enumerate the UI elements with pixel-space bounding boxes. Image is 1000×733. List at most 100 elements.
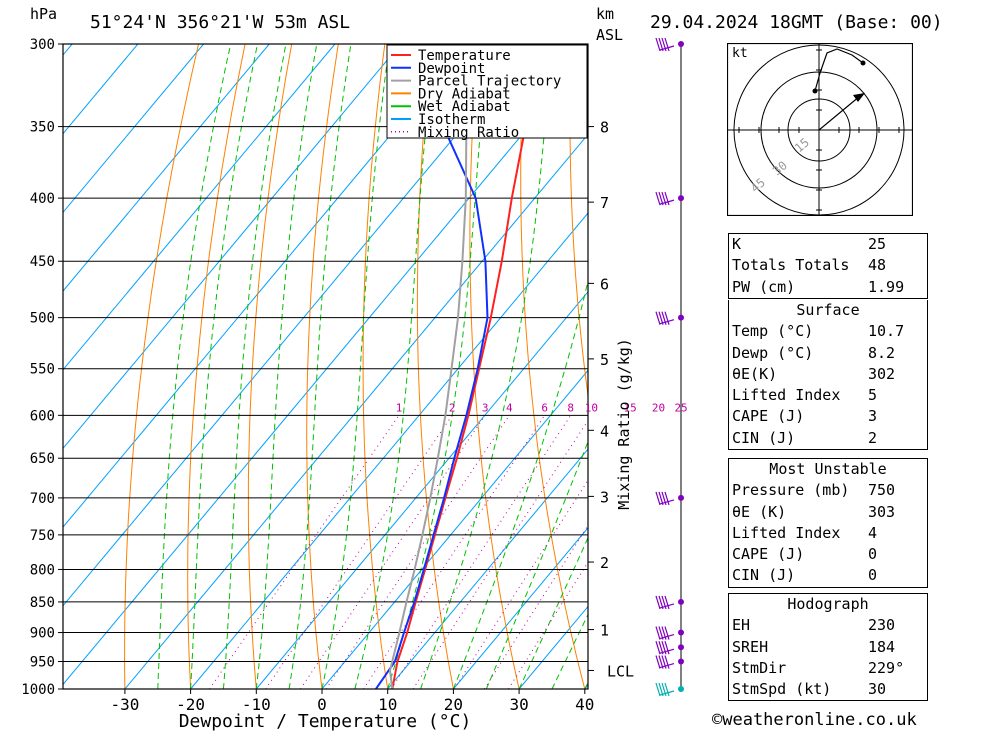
index-row: θE(K) 302 [729, 364, 927, 385]
index-label: CIN (J) [732, 428, 796, 447]
legend-box [386, 44, 588, 139]
index-value: 303 [868, 502, 896, 521]
temperature-tick-label: 0 [317, 695, 327, 714]
location-title: 51°24'N 356°21'W 53m ASL [90, 12, 350, 33]
temperature-tick-label: -20 [176, 695, 205, 714]
pressure-tick-label: 450 [30, 254, 55, 270]
indices-surface-panel: Surface Temp (°C) 10.7 Dewp (°C) 8.2 θE(K) 30… [728, 300, 928, 451]
temperature-tick-label: 20 [444, 695, 463, 714]
dry-adiabat-line [569, 44, 588, 400]
height-tick-label: 5 [600, 351, 609, 369]
temperature-tick-label: 40 [575, 695, 594, 714]
mixing-ratio-label: 6 [541, 401, 548, 414]
dry-adiabat-line [362, 44, 389, 689]
wet-adiabat-line [518, 536, 588, 689]
wind-barb [655, 595, 675, 610]
height-tick-label: 4 [600, 422, 609, 440]
index-value: 10.7 [868, 322, 905, 341]
index-row: Lifted Index 5 [729, 385, 927, 406]
temperature-tick-label: -10 [242, 695, 271, 714]
index-label: Totals Totals [732, 256, 850, 275]
mixing-ratio-label: 1 [396, 401, 403, 414]
dry-adiabat-line [520, 44, 586, 689]
footer-credit[interactable]: ©weatheronline.co.uk [712, 710, 917, 730]
index-label: PW (cm) [732, 277, 796, 296]
index-value: 3 [868, 407, 878, 426]
index-row: Pressure (mb) 750 [729, 480, 927, 501]
index-label: EH [732, 616, 751, 635]
index-row: SREH 184 [729, 637, 927, 658]
pressure-tick-label: 1000 [21, 682, 55, 698]
hodograph-ring [787, 98, 851, 162]
wind-level-dot [678, 644, 684, 651]
hodograph-point [860, 60, 866, 66]
index-row: K 25 [729, 234, 927, 255]
wind-barb [655, 682, 675, 697]
pressure-tick-label: 300 [30, 37, 55, 53]
temperature-tick-label: 10 [378, 695, 397, 714]
pressure-tick-label: 850 [30, 595, 55, 611]
isotherm-line [387, 448, 588, 689]
storm-motion-arrowhead [853, 93, 865, 102]
hodograph-ring [733, 44, 905, 216]
hodograph-trace [814, 48, 864, 92]
mixing-ratio-line [363, 415, 546, 689]
indices-most-unstable-panel: Most Unstable Pressure (mb) 750 θE (K) 303 L… [728, 458, 928, 588]
pressure-unit: hPa [30, 5, 57, 23]
dry-adiabat-line [247, 44, 293, 689]
wind-level-dot [678, 314, 684, 321]
wind-barb [655, 311, 675, 325]
storm-motion-arrow [818, 95, 861, 131]
index-label: Pressure (mb) [732, 481, 850, 500]
isotherm-line [255, 290, 588, 689]
isotherm-line [124, 133, 588, 689]
index-row: EH 230 [729, 615, 927, 636]
legend-label: Parcel Trajectory [418, 74, 561, 90]
index-value: 184 [868, 637, 896, 656]
index-value: 30 [868, 680, 887, 699]
isotherm-line [453, 527, 588, 689]
isotherm-line [63, 54, 588, 686]
index-value: 302 [868, 364, 896, 383]
height-tick-label: 2 [600, 554, 609, 572]
height-tick-label: 3 [600, 488, 609, 506]
mixing-ratio-label: 8 [567, 401, 574, 414]
wind-barb [655, 37, 675, 52]
mixing-ratio-label: 4 [506, 401, 513, 414]
pressure-tick-label: 350 [30, 120, 55, 136]
index-value: 2 [868, 428, 878, 447]
legend-label: Mixing Ratio [418, 125, 519, 141]
index-value: 0 [868, 566, 878, 585]
legend-label: Dewpoint [418, 61, 485, 77]
index-label: K [732, 235, 742, 253]
height-tick-label: LCL [607, 662, 634, 680]
wind-level-dot [678, 494, 684, 501]
wind-level-dot [678, 598, 684, 605]
hodograph-unit: kt [732, 46, 748, 61]
index-label: StmSpd (kt) [732, 680, 832, 699]
index-label: θE (K) [732, 502, 787, 521]
index-value: 750 [868, 481, 896, 500]
pressure-tick-label: 600 [30, 408, 55, 424]
index-row: CAPE (J) 3 [729, 406, 927, 427]
pressure-tick-label: 950 [30, 655, 55, 671]
isotherm-line [63, 44, 402, 450]
hodograph-title: Hodograph [787, 595, 869, 613]
wind-level-dot [678, 629, 684, 636]
index-label: Lifted Index [732, 386, 841, 405]
legend-label: Dry Adiabat [418, 86, 511, 102]
pressure-tick-label: 900 [30, 626, 55, 642]
wind-level-dot [678, 686, 684, 692]
pressure-tick-label: 750 [30, 528, 55, 544]
temperature-tick-label: 30 [509, 695, 528, 714]
profile-parcel-trajectory [388, 44, 478, 689]
surface-title: Surface [796, 301, 860, 319]
wind-barb [655, 641, 675, 655]
index-row: CAPE (J) 0 [729, 544, 927, 565]
index-label: Dewp (°C) [732, 343, 814, 362]
mixing-ratio-axis-label: Mixing Ratio (g/kg) [615, 338, 633, 510]
index-value: 229° [868, 658, 905, 677]
isotherm-line [63, 44, 336, 371]
index-row: CIN (J) 0 [729, 565, 927, 586]
